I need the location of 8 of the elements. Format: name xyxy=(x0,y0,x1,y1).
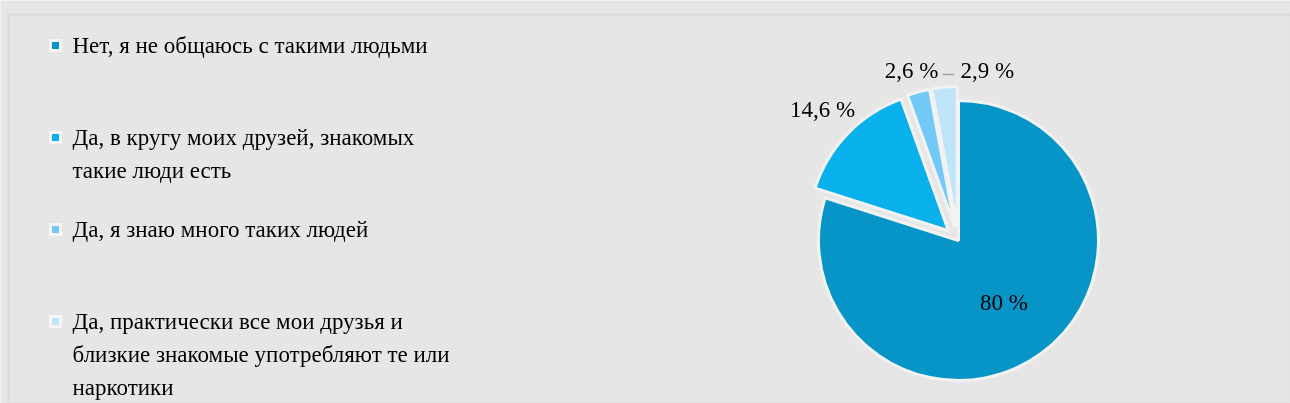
legend-label: Нет, я не общаюсь с такими людьми xyxy=(72,33,428,58)
data-label: 2,9 % xyxy=(960,58,1015,83)
legend-label: Да, практически все мои друзья и близкие знакомые употребляют те или наркотики xyxy=(72,309,450,400)
data-label: 14,6 % xyxy=(789,96,856,122)
legend-label: Да, в кругу моих друзей, знакомых такие люди есть xyxy=(72,125,415,183)
data-label: 2,6 % xyxy=(884,58,939,83)
data-label: 80 % xyxy=(979,290,1028,316)
legend-label: Да, я знаю много таких людей xyxy=(72,217,369,242)
